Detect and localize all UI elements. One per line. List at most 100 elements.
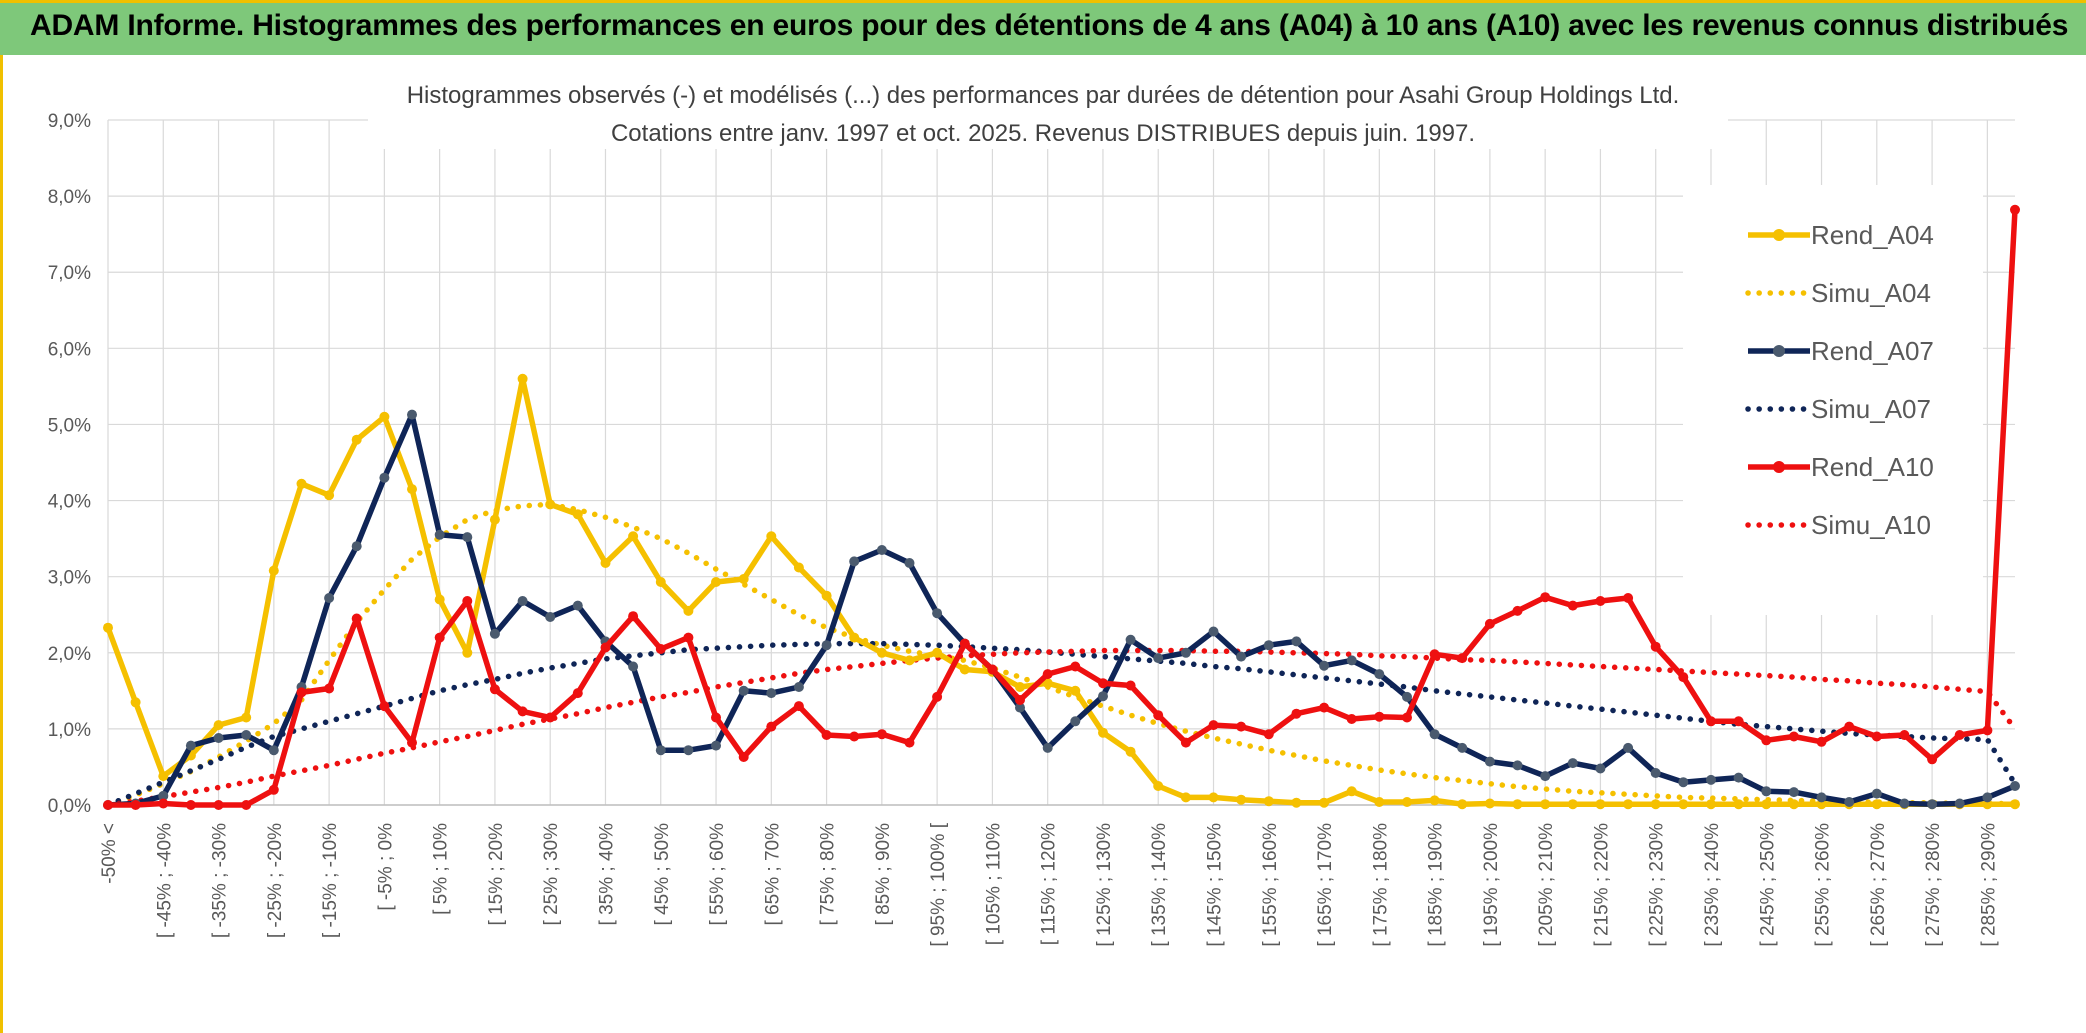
data-point [1153, 710, 1164, 721]
data-point [2010, 781, 2020, 791]
data-point [1180, 737, 1191, 748]
data-point [1595, 799, 1606, 810]
chart-subtitle: Cotations entre janv. 1997 et oct. 2025.… [611, 120, 1475, 147]
legend-marker [1773, 345, 1785, 357]
data-point [1015, 695, 1025, 705]
data-point [1788, 799, 1799, 810]
data-point [1678, 777, 1689, 788]
data-point [959, 638, 970, 649]
data-point [1733, 716, 1744, 727]
data-point [379, 411, 390, 422]
series-rend-a04 [103, 373, 2020, 810]
data-point [158, 798, 169, 809]
data-point [213, 733, 224, 743]
data-point [1346, 786, 1357, 797]
data-point [904, 737, 915, 748]
x-tick-label: [ -35% ; -30% [210, 823, 231, 938]
data-point [1871, 799, 1882, 810]
x-tick-label: [ 225% ; 230% [1647, 823, 1668, 947]
data-point [241, 730, 252, 740]
y-tick-label: 9,0% [48, 111, 91, 132]
data-point [683, 745, 694, 756]
x-tick-label: [ 245% ; 250% [1757, 823, 1778, 947]
data-point [1650, 768, 1661, 778]
data-point [407, 409, 417, 420]
y-tick-label: 7,0% [48, 263, 91, 284]
data-point [462, 596, 473, 606]
x-tick-label: [ 125% ; 130% [1094, 823, 1115, 947]
data-point [1070, 716, 1081, 727]
data-point [517, 373, 528, 384]
data-point [1844, 721, 1855, 732]
line-chart: 0,0% 1,0% 2,0% 3,0% 4,0% 5,0% 6,0% 7,0% 8,0% 9,0%… [48, 77, 2020, 947]
chart-frame: 0,0% 1,0% 2,0% 3,0% 4,0% 5,0% 6,0% 7,0% 8,0% 9,0%… [0, 55, 2086, 1033]
legend-item: Simu_A10 [1745, 510, 1931, 540]
data-point [1263, 796, 1274, 807]
data-point [876, 647, 887, 658]
data-point [517, 706, 528, 717]
legend-marker [1773, 229, 1785, 241]
data-point [1153, 781, 1164, 791]
data-point [351, 613, 362, 624]
x-tick-label: [ -15% ; -10% [320, 823, 341, 938]
data-point [1263, 729, 1274, 740]
x-tick-label: [ -5% ; 0% [375, 823, 396, 911]
data-point [1291, 636, 1302, 647]
data-point [1650, 641, 1661, 652]
x-tick-label: [ 45% ; 50% [652, 823, 673, 926]
data-point [1788, 731, 1799, 742]
data-point [600, 642, 611, 653]
data-point [1761, 786, 1772, 797]
data-point [1429, 649, 1440, 660]
data-point [1706, 774, 1716, 785]
legend-item: Rend_A04 [1748, 220, 1934, 250]
data-point [1899, 730, 1910, 740]
data-point [130, 800, 141, 810]
data-point [1319, 702, 1330, 713]
x-tick-label: [ 205% ; 210% [1536, 823, 1557, 947]
data-point [407, 737, 417, 748]
data-point [1070, 661, 1081, 672]
x-tick-label: -50% < [99, 823, 120, 884]
x-tick-label: [ 235% ; 240% [1702, 823, 1723, 947]
data-point [1180, 647, 1191, 658]
data-point [185, 800, 196, 810]
data-point [849, 731, 860, 742]
x-tick-label: [ 105% ; 110% [983, 823, 1004, 945]
data-point [738, 685, 749, 696]
data-point [1374, 669, 1385, 680]
data-point [1098, 727, 1108, 738]
data-point [1899, 798, 1910, 809]
data-point [1208, 720, 1219, 731]
data-point [1429, 795, 1440, 806]
data-point [987, 664, 998, 675]
data-point [103, 622, 113, 633]
legend-item: Simu_A04 [1745, 278, 1931, 308]
data-point [241, 800, 252, 810]
y-tick-label: 0,0% [48, 796, 91, 817]
data-point [738, 574, 749, 584]
x-tick-label: [ 145% ; 150% [1205, 823, 1226, 947]
data-point [821, 730, 832, 740]
data-point [434, 529, 445, 540]
legend-label: Rend_A04 [1811, 220, 1934, 250]
y-tick-label: 1,0% [48, 720, 91, 741]
data-point [628, 611, 639, 622]
data-point [1042, 669, 1053, 680]
data-point [434, 594, 445, 605]
data-point [932, 608, 943, 619]
data-point [1098, 678, 1108, 689]
data-point [1927, 754, 1938, 765]
x-tick-label: [ 95% ; 100% [ [928, 822, 949, 946]
series-line [107, 411, 2017, 808]
y-tick-label: 2,0% [48, 644, 91, 665]
legend-label: Rend_A10 [1811, 452, 1934, 482]
data-point [1512, 799, 1523, 810]
data-point [158, 790, 169, 801]
data-point [1567, 758, 1578, 769]
data-point [711, 740, 721, 751]
data-point [1788, 787, 1799, 798]
x-tick-label: [ 185% ; 190% [1426, 823, 1447, 947]
x-tick-label: [ 115% ; 120% [1039, 823, 1060, 945]
data-point [1346, 655, 1357, 666]
